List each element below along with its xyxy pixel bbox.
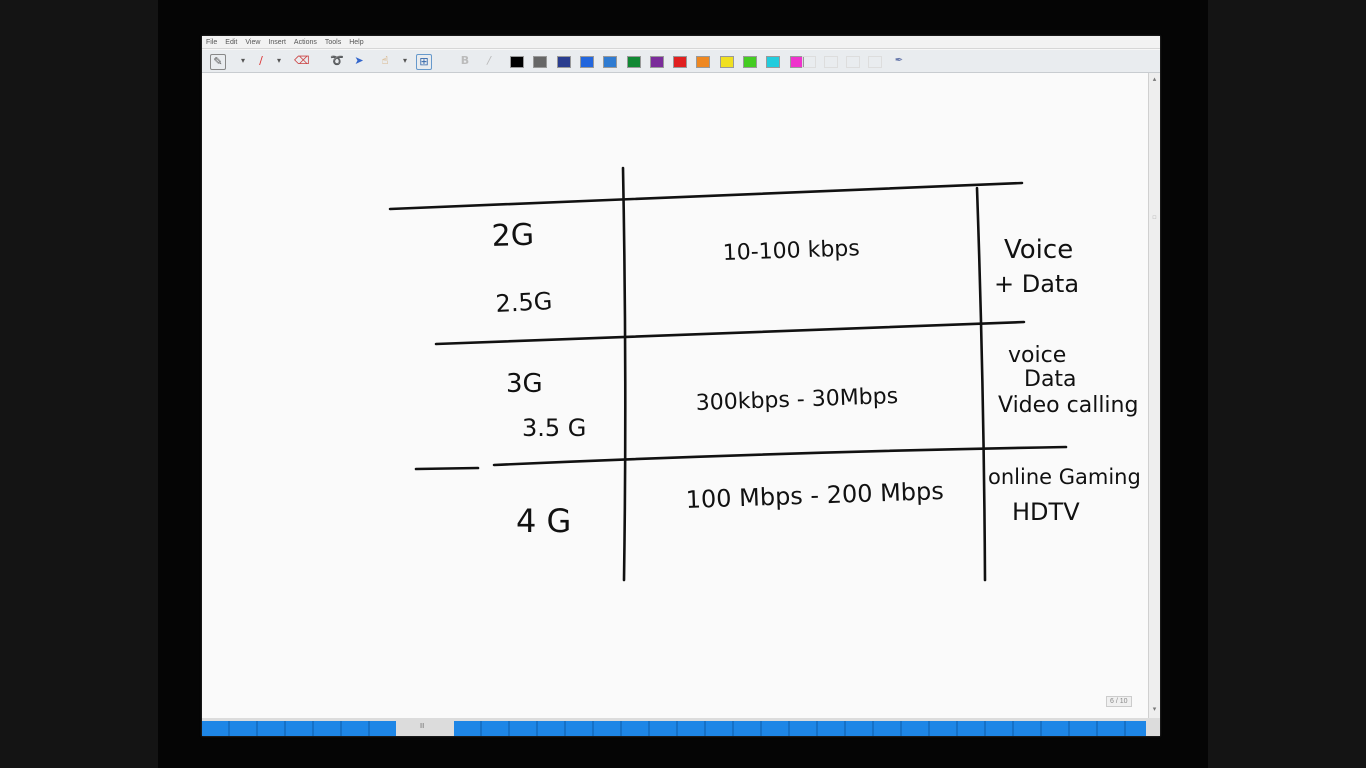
dropdown-icon[interactable]: ▾ bbox=[240, 56, 245, 65]
empty-swatch[interactable] bbox=[846, 56, 860, 68]
speed-3g: 300kbps - 30Mbps bbox=[695, 384, 898, 416]
color-swatch[interactable] bbox=[556, 56, 571, 68]
color-swatch[interactable] bbox=[696, 56, 711, 68]
hand-icon[interactable]: ☝ bbox=[381, 54, 389, 67]
menu-help[interactable]: Help bbox=[349, 38, 364, 46]
pen-settings-icon[interactable]: ✒ bbox=[894, 55, 904, 66]
color-swatch[interactable] bbox=[743, 56, 757, 68]
color-swatch[interactable] bbox=[789, 56, 804, 68]
page-strip-left[interactable] bbox=[202, 721, 396, 736]
page-strip-right[interactable] bbox=[454, 721, 1146, 736]
gen-2-5g: 2.5G bbox=[495, 287, 553, 318]
page-strip-gap-label: II bbox=[420, 722, 425, 730]
table-line-top bbox=[388, 181, 1024, 211]
menu-actions[interactable]: Actions bbox=[293, 38, 317, 46]
menu-bar: File Edit View Insert Actions Tools Help bbox=[202, 36, 1160, 49]
dropdown-icon[interactable]: ▾ bbox=[402, 56, 407, 65]
color-swatch[interactable] bbox=[603, 56, 618, 68]
color-swatch[interactable] bbox=[766, 56, 781, 68]
color-swatch[interactable] bbox=[719, 56, 734, 68]
empty-swatch[interactable] bbox=[868, 56, 882, 68]
use-video-calling: Video calling bbox=[998, 393, 1138, 418]
empty-swatch[interactable] bbox=[824, 56, 838, 68]
bold-button[interactable]: B bbox=[460, 54, 470, 67]
table-line-row1 bbox=[434, 320, 1026, 346]
gen-2g: 2G bbox=[491, 218, 535, 254]
use-hdtv: HDTV bbox=[1012, 498, 1080, 526]
color-swatch[interactable] bbox=[579, 56, 594, 68]
menu-file[interactable]: File bbox=[206, 38, 218, 46]
use-voice: Voice bbox=[1004, 235, 1073, 265]
lasso-icon[interactable]: ➰ bbox=[330, 54, 344, 67]
scroll-up-icon[interactable]: ▴ bbox=[1152, 75, 1157, 83]
color-swatch[interactable] bbox=[626, 56, 641, 68]
scroll-thumb-icon[interactable]: ▫ bbox=[1152, 213, 1157, 221]
whiteboard-app-window: File Edit View Insert Actions Tools Help… bbox=[202, 36, 1160, 736]
right-letterbox bbox=[1208, 0, 1366, 768]
toolbar: ✎ ▾ ∕ ▾ ⌫ ➰ ➤ ☝ ▾ ⊞ B / ✒ bbox=[202, 50, 1160, 73]
insert-space-icon[interactable]: ⊞ bbox=[416, 54, 432, 70]
use-data: + Data bbox=[994, 270, 1079, 298]
gen-3-5g: 3.5 G bbox=[522, 414, 586, 442]
page-indicator: 6 / 10 bbox=[1106, 696, 1132, 707]
color-swatch[interactable] bbox=[510, 56, 524, 68]
highlighter-icon[interactable]: ∕ bbox=[259, 54, 263, 67]
pen-icon[interactable]: ✎ bbox=[210, 54, 226, 70]
menu-tools[interactable]: Tools bbox=[324, 38, 342, 46]
eraser-icon[interactable]: ⌫ bbox=[294, 54, 310, 67]
menu-edit[interactable]: Edit bbox=[225, 38, 238, 46]
use-voice-3g: voice bbox=[1008, 343, 1066, 368]
table-line-row2-left bbox=[414, 466, 480, 471]
whiteboard-canvas[interactable] bbox=[202, 73, 1148, 718]
gen-3g: 3G bbox=[506, 369, 543, 399]
speed-4g: 100 Mbps - 200 Mbps bbox=[685, 477, 944, 514]
use-online-gaming: online Gaming bbox=[988, 465, 1141, 489]
menu-insert[interactable]: Insert bbox=[268, 38, 286, 46]
pointer-icon[interactable]: ➤ bbox=[354, 54, 364, 67]
speed-2g: 10-100 kbps bbox=[722, 236, 860, 266]
scroll-down-icon[interactable]: ▾ bbox=[1152, 705, 1157, 713]
italic-button[interactable]: / bbox=[487, 54, 491, 67]
menu-view[interactable]: View bbox=[245, 38, 261, 46]
table-line-col1 bbox=[621, 166, 627, 582]
gen-4g: 4 G bbox=[516, 502, 571, 540]
table-line-row2-right bbox=[492, 445, 1068, 467]
empty-swatch[interactable] bbox=[802, 56, 816, 68]
color-swatch[interactable] bbox=[673, 56, 688, 68]
left-letterbox bbox=[0, 0, 158, 768]
page-strip[interactable]: II bbox=[202, 718, 1160, 736]
dropdown-icon[interactable]: ▾ bbox=[276, 56, 281, 65]
use-data-3g: Data bbox=[1024, 367, 1077, 392]
vertical-scrollbar[interactable]: ▴ ▫ ▾ bbox=[1148, 73, 1160, 718]
table-line-col2 bbox=[975, 186, 987, 582]
color-swatch[interactable] bbox=[533, 56, 548, 68]
color-swatch[interactable] bbox=[649, 56, 664, 68]
